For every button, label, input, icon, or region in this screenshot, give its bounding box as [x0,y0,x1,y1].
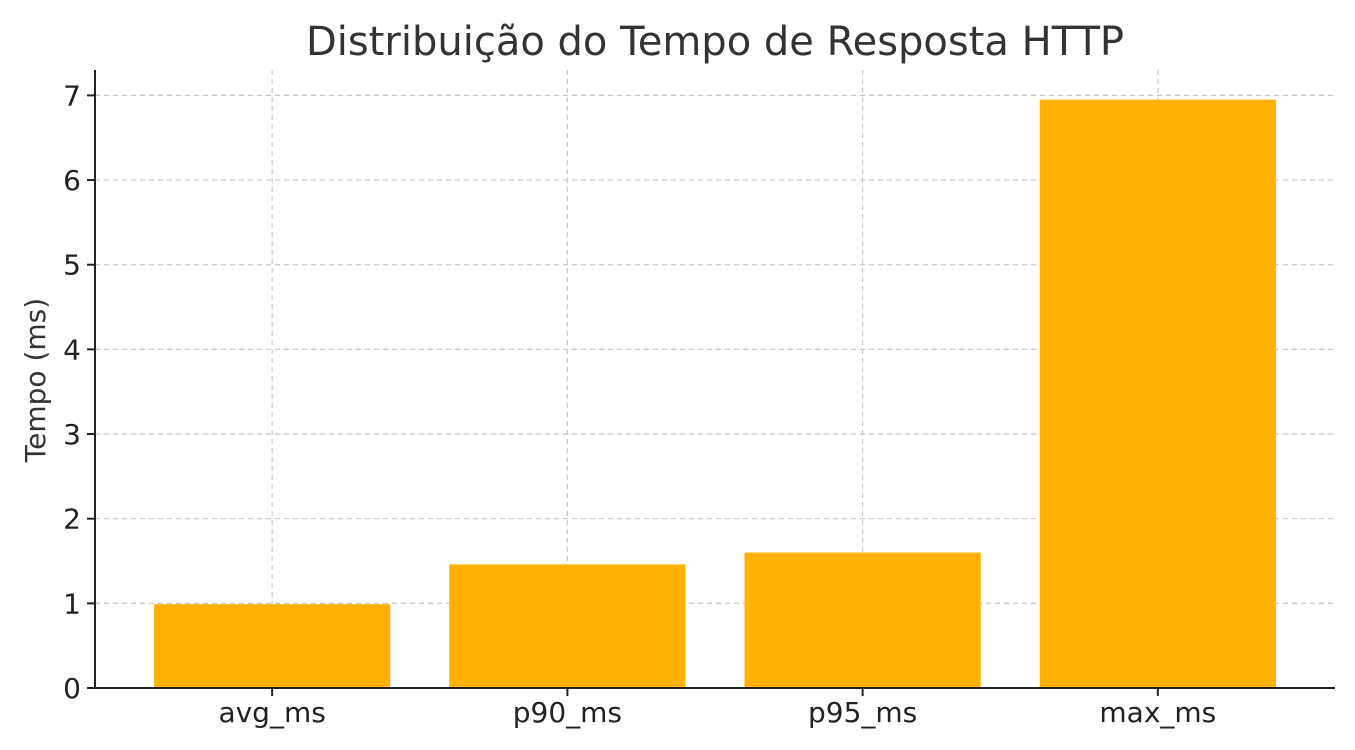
axes [94,70,1335,689]
bar-avg_ms [154,604,391,688]
x-tick-label: p90_ms [513,696,622,729]
y-tick-label: 7 [63,79,81,112]
bar-p90_ms [449,564,686,688]
y-axis-label: Tempo (ms) [19,298,52,463]
bars [154,99,1276,689]
y-tick-label: 6 [63,164,81,197]
y-tick-label: 5 [63,249,81,282]
bar-max_ms [1039,99,1276,689]
bar-p95_ms [744,552,981,688]
y-tick-label: 1 [63,587,81,620]
x-tick-label: p95_ms [808,696,917,729]
y-tick-label: 2 [63,503,81,536]
chart-title: Distribuição do Tempo de Resposta HTTP [306,19,1124,65]
y-tick-label: 4 [63,333,81,366]
x-tick-label: max_ms [1099,696,1216,729]
y-tick-label: 0 [63,672,81,705]
x-tick-label: avg_ms [218,696,325,729]
ticks: 0 1 2 3 4 5 6 7 avg_ms p90_ms p95_ms max_ms [63,79,1216,729]
y-tick-label: 3 [63,418,81,451]
